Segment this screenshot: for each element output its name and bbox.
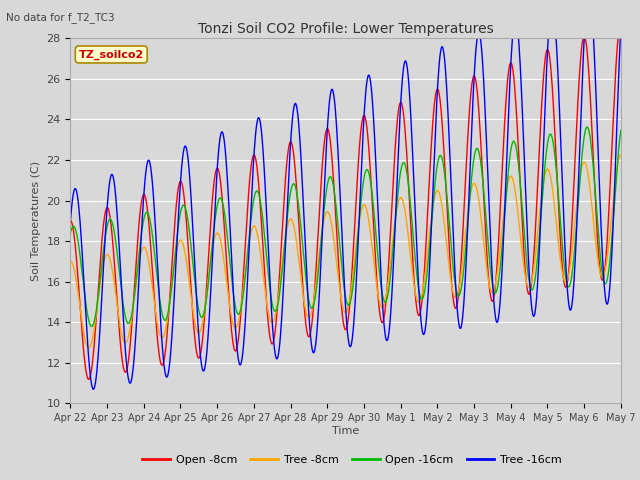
Legend: Open -8cm, Tree -8cm, Open -16cm, Tree -16cm: Open -8cm, Tree -8cm, Open -16cm, Tree -… [138,451,566,469]
X-axis label: Time: Time [332,426,359,436]
Y-axis label: Soil Temperatures (C): Soil Temperatures (C) [31,161,41,281]
Text: No data for f_T2_TC3: No data for f_T2_TC3 [6,12,115,23]
Title: Tonzi Soil CO2 Profile: Lower Temperatures: Tonzi Soil CO2 Profile: Lower Temperatur… [198,22,493,36]
Text: TZ_soilco2: TZ_soilco2 [79,49,144,60]
